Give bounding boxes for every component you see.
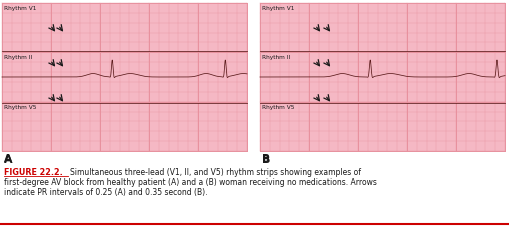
Text: Rhythm V1: Rhythm V1 xyxy=(262,6,294,11)
Text: A: A xyxy=(4,154,12,164)
Text: Rhythm V1: Rhythm V1 xyxy=(4,6,36,11)
Text: Simultaneous three-lead (V1, II, and V5) rhythm strips showing examples of: Simultaneous three-lead (V1, II, and V5)… xyxy=(70,168,360,177)
Text: first-degree AV block from healthy patient (A) and a (B) woman receiving no medi: first-degree AV block from healthy patie… xyxy=(4,178,376,187)
Text: Rhythm II: Rhythm II xyxy=(4,55,32,60)
Bar xyxy=(260,3,504,151)
Text: indicate PR intervals of 0.25 (A) and 0.35 second (B).: indicate PR intervals of 0.25 (A) and 0.… xyxy=(4,188,207,197)
Text: B: B xyxy=(262,155,270,165)
Bar xyxy=(2,3,246,151)
Text: Rhythm V5: Rhythm V5 xyxy=(262,105,294,110)
Text: Rhythm V5: Rhythm V5 xyxy=(4,105,37,110)
Text: A: A xyxy=(4,155,13,165)
Text: FIGURE 22.2.: FIGURE 22.2. xyxy=(4,168,63,177)
Text: B: B xyxy=(262,154,269,164)
Text: Rhythm II: Rhythm II xyxy=(262,55,290,60)
